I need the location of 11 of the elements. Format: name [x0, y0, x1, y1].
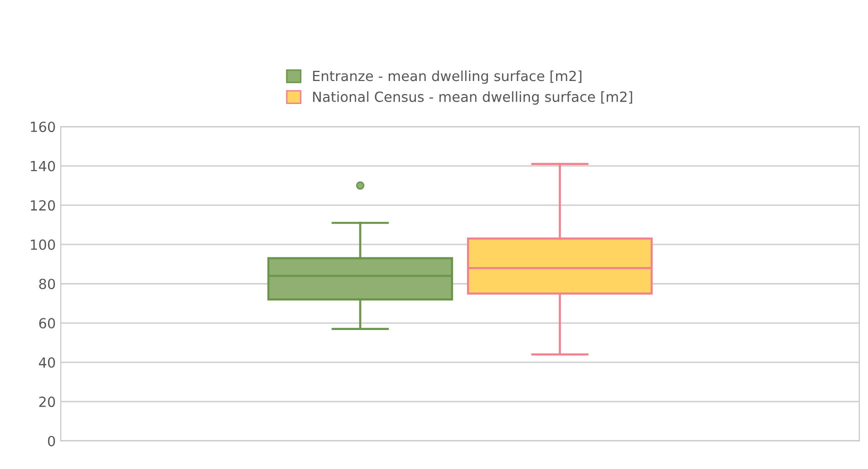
y-tick-label: 160 [30, 122, 55, 132]
y-tick-label: 20 [39, 396, 55, 408]
y-tick-label: 0 [48, 436, 55, 446]
y-tick-label: 100 [30, 239, 55, 250]
y-tick-label: 60 [39, 318, 55, 328]
y-tick-label: 80 [39, 278, 55, 290]
y-tick-label: 120 [30, 200, 55, 211]
legend-label: Entranze - mean dwelling surface [m2] [313, 70, 582, 84]
y-tick-label: 40 [38, 357, 55, 368]
legend-label: National Census - mean dwelling surface [m2] [313, 91, 632, 105]
y-tick-label: 140 [30, 160, 55, 172]
